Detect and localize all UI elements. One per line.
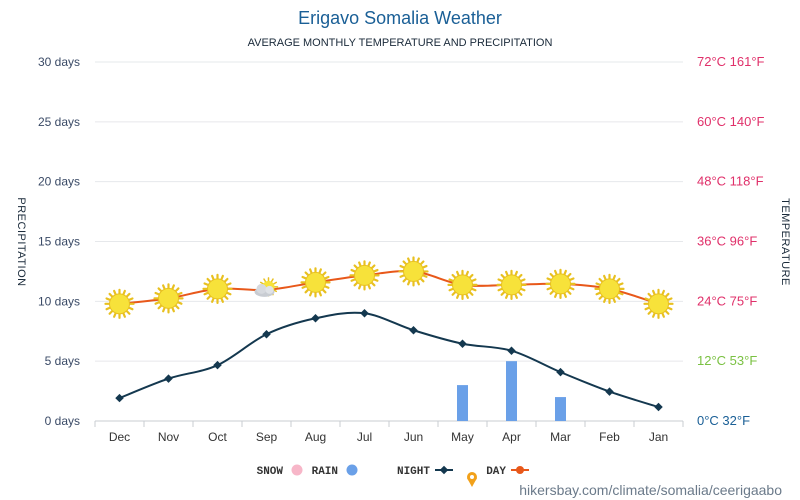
right-axis-ticks: 72°C 161°F 60°C 140°F 48°C 118°F 36°C 96°F 2… — [697, 54, 765, 428]
footer-link[interactable]: hikersbay.com/climate/somalia/ceerigaabo — [519, 482, 782, 498]
sun-icon — [349, 260, 380, 291]
night-point — [360, 309, 369, 318]
night-point — [164, 374, 173, 383]
rain-bar — [506, 361, 517, 421]
right-tick-label: 0°C 32°F — [697, 413, 750, 428]
sun-icon — [202, 273, 233, 304]
sun-icon — [104, 288, 135, 319]
sun-icon — [594, 273, 625, 304]
day-series — [104, 256, 674, 319]
night-point — [507, 346, 516, 355]
right-axis-label: TEMPERATURE — [779, 198, 791, 286]
right-tick-label: 24°C 75°F — [697, 293, 757, 308]
sun-icon — [496, 269, 527, 300]
night-point — [654, 402, 663, 412]
month-label: Aug — [305, 430, 326, 444]
snow-legend-icon — [291, 464, 303, 476]
chart-title: Erigavo Somalia Weather — [298, 8, 502, 28]
left-tick-label: 15 days — [38, 235, 80, 249]
month-label: Nov — [158, 430, 179, 444]
legend-label: NIGHT — [397, 466, 430, 478]
legend-label: RAIN — [312, 466, 338, 478]
sun-icon — [447, 269, 478, 300]
left-tick-label: 25 days — [38, 115, 80, 129]
night-point — [458, 339, 467, 348]
night-point — [213, 360, 222, 370]
month-label: Oct — [208, 430, 227, 444]
day-legend-icon — [511, 466, 529, 474]
left-tick-label: 0 days — [45, 414, 80, 428]
rain-legend-icon — [346, 464, 358, 476]
right-tick-label: 12°C 53°F — [697, 353, 757, 368]
night-legend-icon — [435, 465, 453, 475]
rain-bar — [457, 385, 468, 421]
night-point — [262, 329, 271, 339]
left-tick-label: 10 days — [38, 294, 80, 308]
night-series — [115, 309, 663, 412]
month-label: Mar — [550, 430, 571, 444]
month-label: Jun — [404, 430, 423, 444]
sun-icon — [545, 268, 576, 299]
night-point — [409, 326, 418, 335]
left-tick-label: 20 days — [38, 175, 80, 189]
legend-item-snow[interactable]: SNOW — [257, 464, 303, 479]
footer[interactable]: hikersbay.com/climate/somalia/ceerigaabo — [467, 472, 782, 498]
night-point — [115, 393, 124, 403]
legend-item-day[interactable]: DAY — [486, 466, 529, 478]
month-label: Jul — [357, 430, 372, 444]
right-tick-label: 72°C 161°F — [697, 54, 765, 69]
sun-icon — [300, 267, 331, 298]
night-point — [605, 387, 614, 396]
sun-icon — [398, 256, 429, 287]
month-label: Jan — [649, 430, 668, 444]
chart-subtitle: AVERAGE MONTHLY TEMPERATURE AND PRECIPIT… — [248, 37, 553, 49]
night-point — [311, 314, 320, 323]
night-point — [556, 367, 565, 377]
sun-icon — [643, 288, 674, 319]
night-line — [119, 311, 659, 408]
day-line — [119, 270, 659, 305]
legend-item-rain[interactable]: RAIN — [312, 464, 358, 479]
precip-bars — [457, 361, 566, 421]
month-axis: Jan Feb Mar Apr May Jun Jul Aug Sep Oct Nov Dec — [94, 421, 684, 444]
location-pin-icon — [467, 472, 477, 487]
month-label: Sep — [256, 430, 278, 444]
rain-bar — [555, 397, 566, 421]
right-tick-label: 60°C 140°F — [697, 114, 765, 129]
legend-item-night[interactable]: NIGHT — [397, 465, 453, 478]
left-tick-label: 30 days — [38, 55, 80, 69]
month-label: Feb — [599, 430, 620, 444]
partly-cloudy-icon — [254, 277, 279, 297]
gridlines — [95, 61, 683, 422]
legend: DAY NIGHT RAIN SNOW — [257, 464, 529, 479]
legend-label: DAY — [486, 466, 506, 478]
legend-label: SNOW — [257, 466, 284, 478]
right-tick-label: 36°C 96°F — [697, 234, 757, 249]
month-label: Dec — [109, 430, 130, 444]
month-label: May — [451, 430, 474, 444]
left-axis-ticks: 30 days 25 days 20 days 15 days 10 days 5 day… — [38, 55, 80, 428]
left-tick-label: 5 days — [45, 354, 80, 368]
month-label: Apr — [502, 430, 521, 444]
right-tick-label: 48°C 118°F — [697, 174, 764, 189]
sun-icon — [153, 283, 184, 314]
left-axis-label: PRECIPITATION — [15, 197, 27, 286]
